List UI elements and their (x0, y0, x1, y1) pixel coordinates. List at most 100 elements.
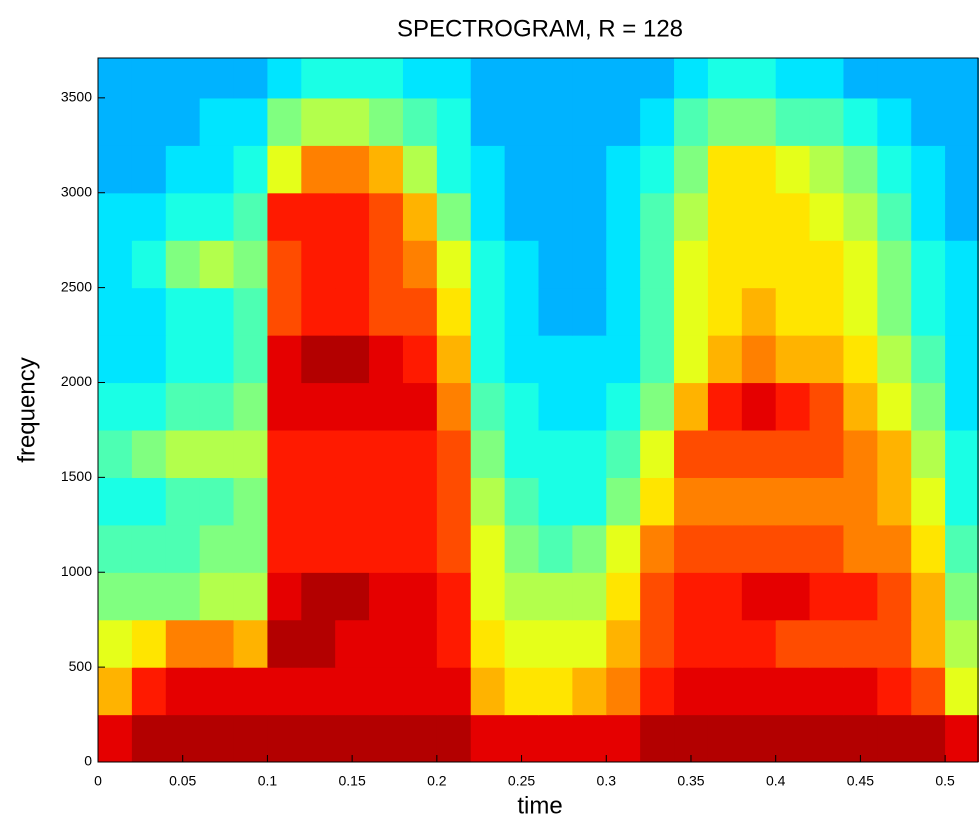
heat-cell (402, 477, 438, 526)
heat-cell (267, 240, 302, 289)
heat-cell (877, 58, 912, 99)
heat-cell (775, 619, 811, 668)
heat-cell (402, 572, 438, 621)
heat-cell (98, 667, 133, 716)
heat-cell (809, 714, 845, 762)
heat-cell (538, 429, 573, 478)
heat-cell (369, 477, 404, 526)
heat-cell (369, 97, 404, 146)
heat-cell (707, 619, 743, 668)
y-tick-label: 3000 (61, 183, 92, 199)
heat-cell (504, 382, 540, 431)
heat-cell (911, 477, 946, 526)
heat-cell (640, 524, 675, 573)
heat-cell (809, 524, 845, 573)
heat-cell (98, 429, 133, 478)
heat-cell (199, 287, 235, 336)
heat-cell (911, 524, 946, 573)
heat-cell (606, 524, 641, 573)
heat-cell (131, 240, 167, 289)
heat-cell (843, 619, 878, 668)
heat-cell (707, 97, 743, 146)
heat-cell (741, 192, 777, 241)
heat-cell (572, 429, 607, 478)
heat-cell (199, 192, 235, 241)
heat-cell (809, 382, 845, 431)
heat-cell (707, 58, 743, 99)
heat-cell (402, 192, 438, 241)
heat-cell (877, 382, 912, 431)
heat-cell (98, 477, 133, 526)
heat-cell (369, 145, 404, 194)
heat-cell (843, 97, 878, 146)
heat-cell (674, 145, 709, 194)
heat-cell (131, 524, 167, 573)
heat-cell (504, 429, 540, 478)
heat-cell (470, 97, 506, 146)
heat-cell (436, 335, 472, 384)
heat-cell (436, 192, 472, 241)
heat-cell (674, 287, 709, 336)
heat-cell (945, 524, 979, 573)
heat-cell (707, 145, 743, 194)
x-tick-label: 0.25 (508, 773, 535, 789)
heat-cell (233, 145, 269, 194)
heat-cell (945, 335, 979, 384)
heat-cell (470, 524, 506, 573)
heat-cell (707, 382, 743, 431)
heat-cell (707, 667, 743, 716)
heat-cell (369, 240, 404, 289)
heat-cell (470, 429, 506, 478)
heat-cell (877, 714, 912, 762)
heat-cell (674, 619, 709, 668)
heat-cell (572, 97, 607, 146)
heat-cell (775, 429, 811, 478)
heat-cell (945, 572, 979, 621)
heat-cell (911, 619, 946, 668)
heat-cell (640, 240, 675, 289)
heat-cell (538, 714, 573, 762)
heat-cell (131, 429, 167, 478)
heat-cell (436, 240, 472, 289)
heat-cell (98, 192, 133, 241)
heat-cell (335, 287, 370, 336)
heat-cell (165, 287, 201, 336)
heat-cell (402, 667, 438, 716)
heat-cell (707, 714, 743, 762)
heat-cell (674, 572, 709, 621)
heat-cell (945, 429, 979, 478)
heat-cell (877, 97, 912, 146)
heat-cell (436, 382, 472, 431)
heat-cell (369, 524, 404, 573)
heatmap (98, 58, 979, 762)
heat-cell (809, 667, 845, 716)
heat-cell (165, 382, 201, 431)
heat-cell (267, 145, 302, 194)
x-tick-label: 0.35 (677, 773, 704, 789)
heat-cell (843, 240, 878, 289)
heat-cell (335, 477, 370, 526)
heat-cell (911, 58, 946, 99)
heat-cell (335, 335, 370, 384)
heat-cell (470, 477, 506, 526)
heat-cell (504, 335, 540, 384)
heat-cell (233, 58, 269, 99)
heat-cell (233, 572, 269, 621)
heat-cell (538, 192, 573, 241)
heat-cell (369, 572, 404, 621)
heat-cell (199, 97, 235, 146)
heat-cell (741, 58, 777, 99)
heat-cell (707, 192, 743, 241)
heat-cell (877, 335, 912, 384)
heat-cell (877, 524, 912, 573)
heat-cell (606, 619, 641, 668)
heat-cell (335, 97, 370, 146)
heat-cell (538, 145, 573, 194)
heat-cell (199, 240, 235, 289)
heat-cell (233, 477, 269, 526)
heat-cell (674, 382, 709, 431)
heat-cell (98, 58, 133, 99)
heat-cell (98, 145, 133, 194)
heat-cell (775, 524, 811, 573)
heat-cell (199, 382, 235, 431)
